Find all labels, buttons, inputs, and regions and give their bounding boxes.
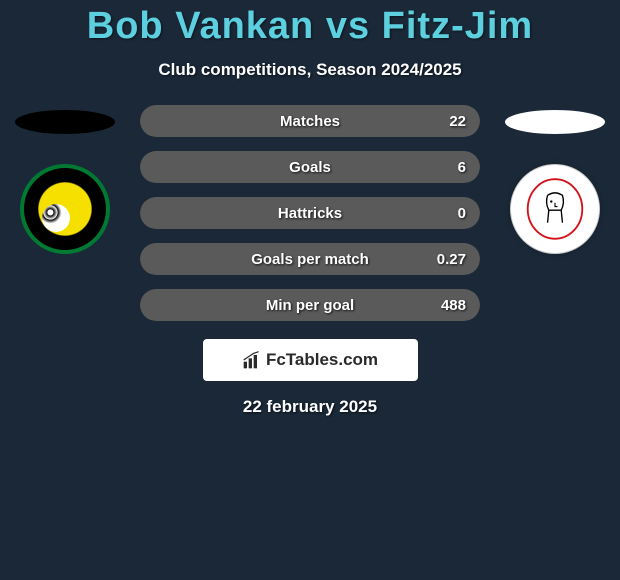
stat-value: 0 [458, 205, 466, 222]
stat-bar: Goals 6 [140, 151, 480, 183]
right-team-badge [510, 164, 600, 254]
stat-label: Min per goal [266, 297, 354, 314]
stat-value: 6 [458, 159, 466, 176]
ajax-logo-icon [524, 178, 586, 240]
stat-bar: Hattricks 0 [140, 197, 480, 229]
stat-value: 0.27 [437, 251, 466, 268]
stat-value: 488 [441, 297, 466, 314]
brand-text: FcTables.com [266, 350, 378, 370]
stat-bar: Matches 22 [140, 105, 480, 137]
stat-bar: Goals per match 0.27 [140, 243, 480, 275]
brand-badge[interactable]: FcTables.com [203, 339, 418, 381]
subtitle: Club competitions, Season 2024/2025 [0, 60, 620, 80]
stat-bar: Min per goal 488 [140, 289, 480, 321]
left-column [10, 105, 120, 254]
stat-label: Goals per match [251, 251, 369, 268]
left-team-badge [20, 164, 110, 254]
right-player-marker [505, 110, 605, 134]
right-column [500, 105, 610, 254]
chart-icon [242, 350, 262, 370]
left-player-marker [15, 110, 115, 134]
date-label: 22 february 2025 [0, 397, 620, 417]
stat-label: Hattricks [278, 205, 342, 222]
page-title: Bob Vankan vs Fitz-Jim [0, 5, 620, 48]
stat-label: Goals [289, 159, 331, 176]
stat-label: Matches [280, 113, 340, 130]
stats-column: Matches 22 Goals 6 Hattricks 0 Goals per… [140, 105, 480, 321]
stat-value: 22 [449, 113, 466, 130]
comparison-row: Matches 22 Goals 6 Hattricks 0 Goals per… [0, 105, 620, 321]
